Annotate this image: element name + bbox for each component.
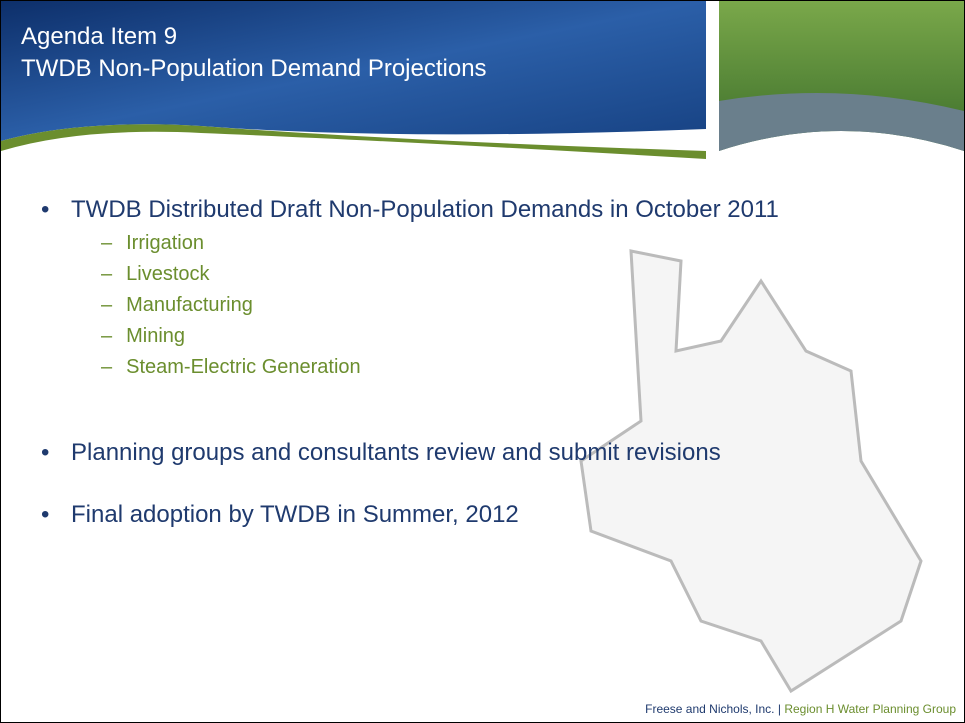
header-banner — [1, 1, 964, 161]
footer-group: Region H Water Planning Group — [784, 702, 956, 716]
title: Agenda Item 9 — [21, 23, 178, 50]
bullet-list: TWDB Distributed Draft Non-Population De… — [41, 196, 931, 529]
sub-bullet: Livestock — [101, 263, 931, 286]
footer-separator: | — [777, 702, 781, 716]
sub-bullet: Steam-Electric Generation — [101, 356, 931, 379]
bullet: TWDB Distributed Draft Non-Population De… — [41, 196, 931, 224]
sub-bullet: Manufacturing — [101, 294, 931, 317]
bullet: Planning groups and consultants review a… — [41, 439, 931, 467]
sub-bullet: Mining — [101, 325, 931, 348]
footer: Freese and Nichols, Inc. | Region H Wate… — [645, 702, 956, 716]
footer-company: Freese and Nichols, Inc. — [645, 702, 775, 716]
bullet: Final adoption by TWDB in Summer, 2012 — [41, 501, 931, 529]
sub-bullet: Irrigation — [101, 232, 931, 255]
title: TWDB Non-Population Demand Projections — [21, 55, 487, 82]
